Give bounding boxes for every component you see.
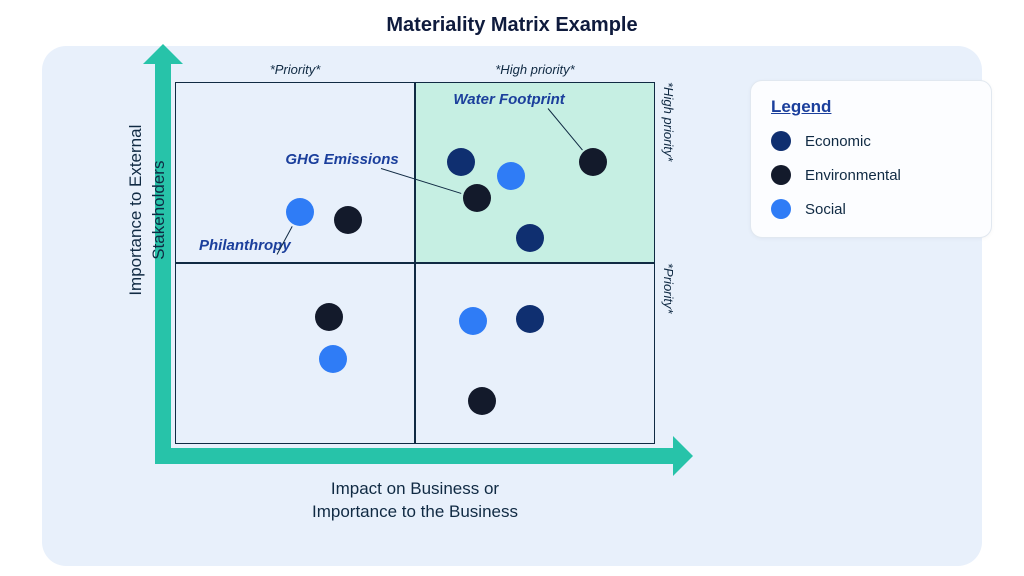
legend-swatch-icon: [771, 199, 791, 219]
data-point: [468, 387, 496, 415]
data-point: [447, 148, 475, 176]
x-axis-label-line1: Impact on Business or: [331, 479, 499, 498]
legend-title: Legend: [771, 97, 971, 117]
quadrant-label-high-priority-top: *High priority*: [415, 62, 655, 77]
quadrant-top-left: [175, 82, 415, 263]
chart-title: Materiality Matrix Example: [0, 14, 1024, 37]
quadrant-bottom-left: [175, 263, 415, 444]
data-point: [315, 303, 343, 331]
legend-label: Social: [805, 201, 846, 218]
x-axis-arrow: [155, 448, 673, 464]
x-axis-label: Impact on Business or Importance to the …: [175, 478, 655, 524]
legend-box: Legend Economic Environmental Social: [750, 80, 992, 238]
quadrant-label-priority-right: *Priority*: [661, 263, 676, 444]
legend-item: Economic: [771, 131, 971, 151]
legend-item: Social: [771, 199, 971, 219]
x-axis-label-line2: Importance to the Business: [312, 502, 518, 521]
legend-swatch-icon: [771, 131, 791, 151]
callout-label: GHG Emissions: [285, 151, 398, 168]
data-point: [286, 198, 314, 226]
y-axis-label: Importance to External Stakeholders: [125, 57, 171, 365]
data-point: [459, 307, 487, 335]
y-axis-label-line1: Importance to External: [126, 125, 145, 296]
legend-swatch-icon: [771, 165, 791, 185]
materiality-scatter-chart: *Priority* *High priority* *High priorit…: [175, 82, 655, 444]
quadrant-label-priority-top: *Priority*: [175, 62, 415, 77]
data-point: [334, 206, 362, 234]
y-axis-label-line2: Stakeholders: [149, 161, 168, 260]
legend-item: Environmental: [771, 165, 971, 185]
quadrant-label-high-priority-right: *High priority*: [661, 82, 676, 263]
data-point: [516, 224, 544, 252]
legend-label: Environmental: [805, 167, 901, 184]
data-point: [579, 148, 607, 176]
callout-label: Water Footprint: [453, 91, 564, 108]
x-axis-arrowhead-icon: [673, 436, 693, 476]
quadrant-bottom-right: [415, 263, 655, 444]
data-point: [497, 162, 525, 190]
legend-label: Economic: [805, 133, 871, 150]
